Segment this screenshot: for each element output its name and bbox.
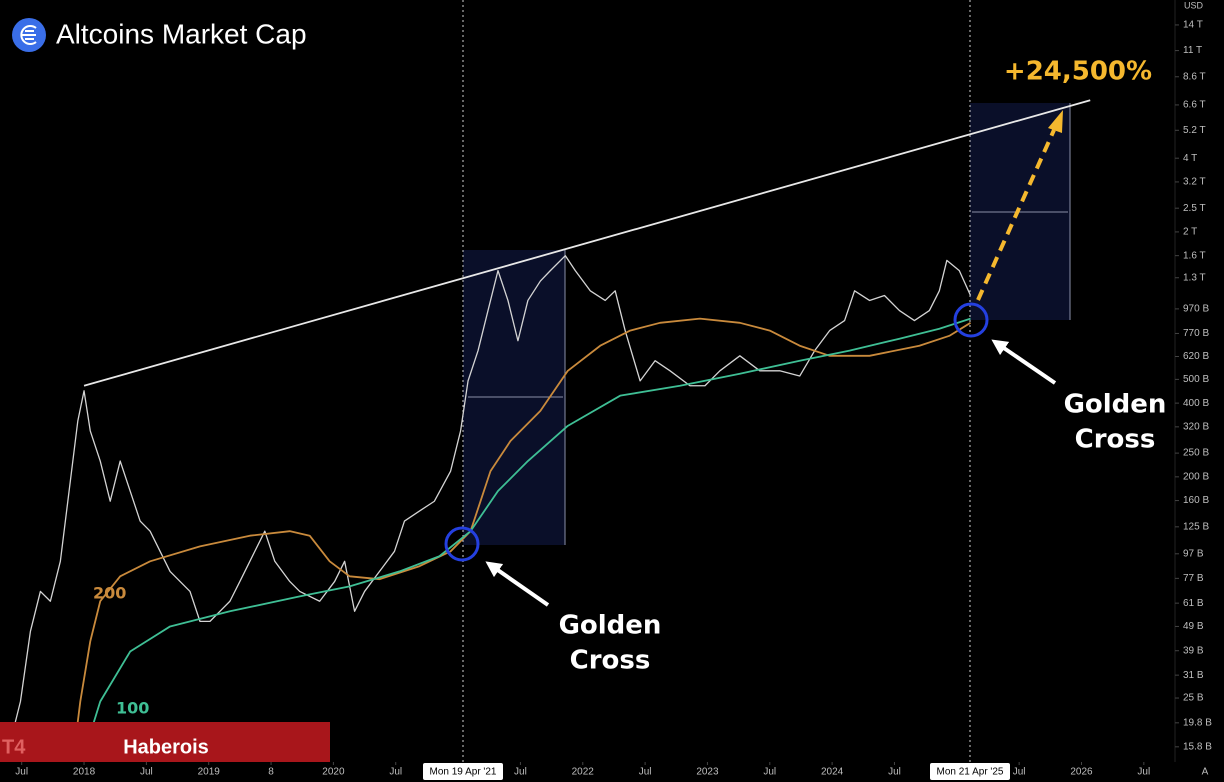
cross-marker [444, 526, 480, 562]
y-tick-label: 400 B [1183, 398, 1209, 409]
y-tick-label: 15.8 B [1183, 741, 1212, 752]
cross-marker [953, 302, 989, 338]
series-line [74, 317, 971, 742]
x-tick-label: Jul [639, 767, 652, 778]
y-tick-label: 620 B [1183, 351, 1209, 362]
y-tick-label: 8.6 T [1183, 71, 1206, 82]
x-tick-label: 2018 [73, 767, 96, 778]
y-tick-label: 61 B [1183, 598, 1204, 609]
y-tick-label: 6.6 T [1183, 100, 1206, 111]
y-tick-label: 39 B [1183, 645, 1204, 656]
y-tick-label: 5.2 T [1183, 125, 1206, 136]
x-tick-label: 2020 [322, 767, 345, 778]
y-tick-label: 14 T [1183, 20, 1203, 31]
crosshair-label-box [423, 763, 503, 780]
y-tick-label: 500 B [1183, 374, 1209, 385]
golden-cross-label: Golden [559, 611, 662, 641]
pointer-arrow [991, 339, 1057, 385]
series-line [83, 99, 1091, 387]
crosshair-label: Mon 21 Apr '25 [937, 767, 1004, 778]
x-tick-label: Jul [1013, 767, 1026, 778]
plot-area [9, 99, 1091, 742]
x-tick-label: 8 [268, 767, 274, 778]
y-tick-label: 970 B [1183, 304, 1209, 315]
projection-arrow [976, 129, 1056, 301]
projection-label: +24,500% [1004, 57, 1152, 87]
crosshair-label: Mon 19 Apr '21 [430, 767, 497, 778]
x-tick-label: 2024 [821, 767, 844, 778]
ma-label: 200 [93, 584, 126, 603]
x-tick-label: 2026 [1070, 767, 1093, 778]
title-icon-glyph [20, 25, 37, 45]
y-tick-label: 19.8 B [1183, 717, 1212, 728]
y-tick-label: 250 B [1183, 448, 1209, 459]
x-tick-label: Jul [763, 767, 776, 778]
projection-arrowhead [1048, 110, 1063, 133]
crosshair-label-box [930, 763, 1010, 780]
watermark-text: Haberois [123, 736, 209, 758]
axis-unit: USD [1184, 0, 1204, 10]
x-tick-label: Jul [140, 767, 153, 778]
golden-cross-label: Cross [570, 646, 651, 676]
golden-cross-label: Cross [1075, 425, 1156, 455]
y-tick-label: 770 B [1183, 328, 1209, 339]
x-tick-label: Jul [15, 767, 28, 778]
x-tick-label: Jul [888, 767, 901, 778]
y-tick-label: 4 T [1183, 153, 1197, 164]
x-tick-label: 2022 [572, 767, 595, 778]
y-tick-label: 31 B [1183, 670, 1204, 681]
y-tick-label: 97 B [1183, 548, 1204, 559]
watermark-logo: T4 [2, 736, 26, 758]
x-tick-label: 2019 [198, 767, 221, 778]
y-tick-label: 3.2 T [1183, 177, 1206, 188]
x-tick-label: Jul [389, 767, 402, 778]
y-tick-label: 49 B [1183, 621, 1204, 632]
x-tick-label: 2023 [696, 767, 719, 778]
ma-label: 100 [116, 699, 149, 718]
y-tick-label: 125 B [1183, 521, 1209, 532]
y-tick-label: 11 T [1183, 45, 1202, 56]
y-tick-label: 77 B [1183, 573, 1204, 584]
watermark-banner [0, 722, 330, 762]
axis-button[interactable]: A [1202, 767, 1209, 778]
y-tick-label: 320 B [1183, 421, 1209, 432]
series-line [9, 255, 972, 742]
y-tick-label: 1.3 T [1183, 272, 1206, 283]
y-tick-label: 200 B [1183, 471, 1209, 482]
y-tick-label: 2 T [1183, 227, 1197, 238]
pointer-arrow [485, 561, 550, 607]
golden-cross-label: Golden [1064, 390, 1167, 420]
y-tick-label: 1.6 T [1183, 250, 1206, 261]
y-tick-label: 25 B [1183, 693, 1204, 704]
x-tick-label: Jul [514, 767, 527, 778]
series-line [86, 317, 971, 742]
x-tick-label: Jul [1137, 767, 1150, 778]
chart-title: Altcoins Market Cap [56, 18, 307, 49]
y-tick-label: 2.5 T [1183, 203, 1206, 214]
y-tick-label: 160 B [1183, 495, 1209, 506]
